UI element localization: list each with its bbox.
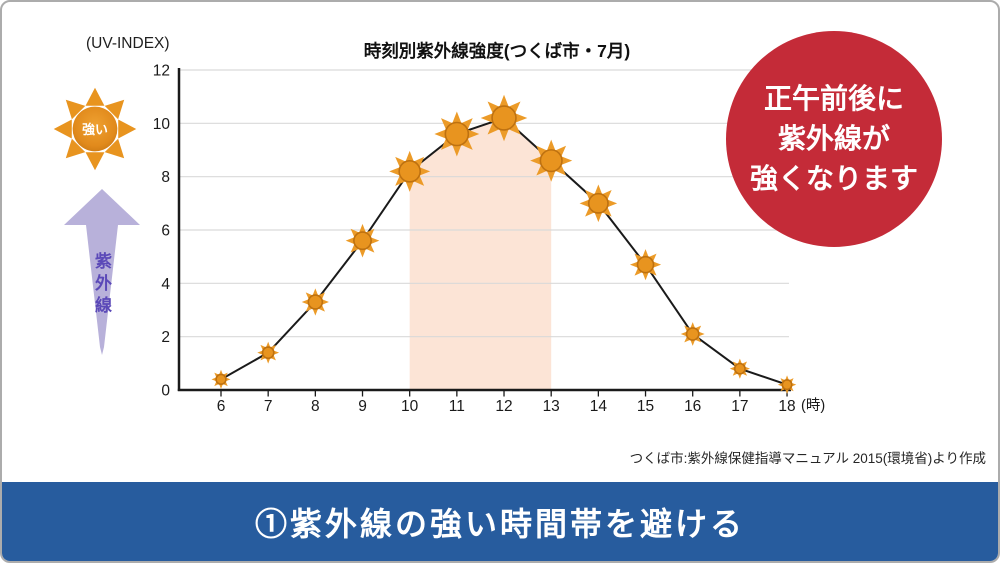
sun-marker — [729, 358, 750, 379]
x-tick-label: 18 — [778, 398, 795, 415]
x-tick-label: 9 — [358, 398, 367, 415]
sun-marker — [629, 249, 662, 281]
x-tick-label: 11 — [449, 398, 465, 415]
y-tick-label: 10 — [153, 116, 171, 133]
sun-marker — [777, 375, 797, 394]
bottom-banner: ①紫外線の強い時間帯を避ける — [2, 482, 998, 561]
sun-marker — [480, 94, 528, 142]
uv-intensity-arrow-icon — [64, 189, 140, 355]
sun-marker — [530, 139, 573, 182]
x-tick-label: 8 — [311, 398, 320, 415]
sun-marker — [680, 322, 705, 346]
x-tick-label: 7 — [264, 398, 273, 415]
y-tick-label: 6 — [161, 223, 170, 240]
callout-line-3: 強くなります — [749, 162, 918, 194]
x-tick-label: 13 — [543, 398, 560, 415]
uv-arrow-label: 紫外線 — [92, 252, 111, 318]
sun-marker — [257, 341, 280, 364]
x-tick-label: 6 — [217, 398, 226, 415]
x-axis-unit-label: (時) — [801, 397, 825, 414]
sun-marker — [579, 184, 618, 223]
sun-marker — [389, 150, 431, 192]
sun-marker — [345, 223, 380, 258]
uv-index-axis-caption: (UV-INDEX) — [86, 35, 170, 52]
x-tick-label: 10 — [401, 398, 419, 415]
y-tick-label: 8 — [161, 169, 170, 186]
banner-title: ①紫外線の強い時間帯を避ける — [254, 505, 745, 542]
x-tick-label: 16 — [684, 398, 701, 415]
y-tick-label: 0 — [161, 383, 170, 400]
y-tick-label: 2 — [161, 329, 170, 346]
x-tick-label: 12 — [495, 398, 512, 415]
midday-highlight-band — [409, 118, 552, 390]
callout-line-1: 正午前後に — [763, 83, 904, 115]
sun-marker — [301, 288, 329, 316]
sun-marker — [434, 111, 480, 157]
x-tick-label: 17 — [731, 398, 748, 415]
strong-sun-label: 強い — [82, 122, 108, 137]
sun-marker — [211, 369, 231, 389]
y-tick-label: 4 — [161, 276, 170, 293]
x-tick-label: 15 — [637, 398, 654, 415]
x-tick-label: 14 — [590, 398, 608, 415]
callout-line-2: 紫外線が — [777, 123, 890, 155]
strong-sun-icon: 強い — [53, 87, 137, 171]
source-note: つくば市:紫外線保健指導マニュアル 2015(環境省)より作成 — [629, 451, 986, 466]
noon-uv-callout: 正午前後に 紫外線が 強くなります — [726, 31, 942, 247]
y-tick-label: 12 — [153, 63, 170, 80]
chart-title: 時刻別紫外線強度(つくば市・7月) — [363, 41, 631, 61]
